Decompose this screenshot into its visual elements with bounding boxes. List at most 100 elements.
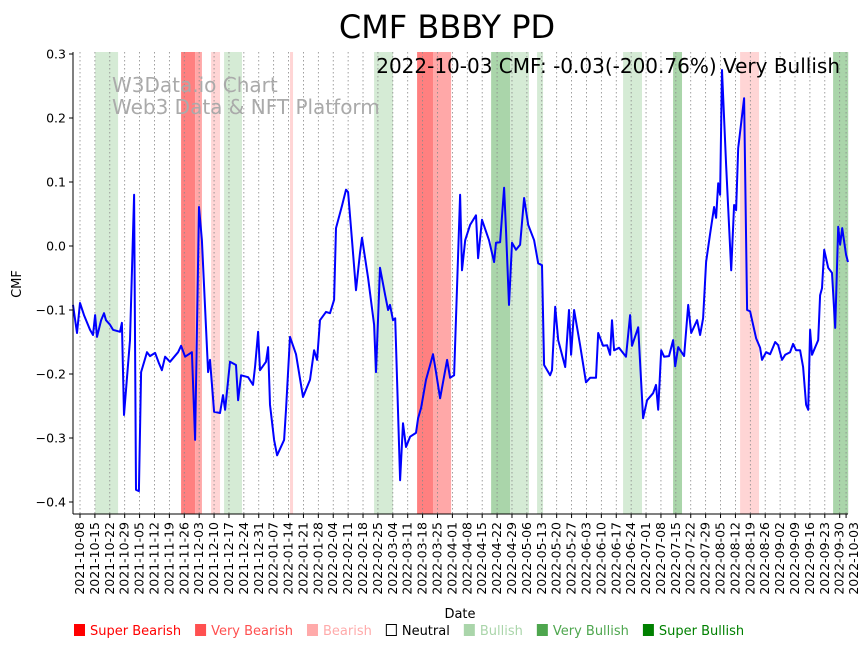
- legend-item-very-bearish: Very Bearish: [195, 624, 293, 639]
- x-tick-label: 2022-07-15: [668, 522, 683, 595]
- x-tick-label: 2022-07-01: [638, 522, 653, 595]
- x-tick-label: 2022-07-22: [683, 522, 698, 595]
- band-bullish: [510, 52, 530, 514]
- x-tick-label: 2022-08-26: [757, 522, 772, 595]
- x-tick-label: 2022-02-04: [325, 522, 340, 595]
- band-bullish: [537, 52, 544, 514]
- y-tick-label: 0.3: [46, 47, 66, 62]
- x-tick-label: 2021-10-15: [87, 522, 102, 595]
- legend-swatch: [536, 624, 548, 636]
- x-tick-label: 2022-04-22: [489, 522, 504, 595]
- x-tick-label: 2021-12-17: [221, 522, 236, 595]
- legend-item-super-bullish: Super Bullish: [642, 624, 744, 639]
- y-tick-label: −0.1: [36, 303, 66, 318]
- legend-item-bullish: Bullish: [463, 624, 523, 639]
- x-tick-label: 2021-12-10: [206, 522, 221, 595]
- x-tick-label: 2021-10-08: [72, 522, 87, 595]
- x-tick-label: 2021-11-12: [146, 522, 161, 595]
- x-tick-label: 2022-06-17: [608, 522, 623, 595]
- legend-swatch: [463, 624, 475, 636]
- x-tick-label: 2022-09-30: [832, 522, 847, 595]
- band-bearish: [740, 52, 760, 514]
- x-tick-label: 2021-11-05: [132, 522, 147, 595]
- x-tick-label: 2022-01-14: [281, 522, 296, 595]
- x-tick-label: 2022-03-18: [415, 522, 430, 595]
- x-tick-label: 2022-01-07: [266, 522, 281, 595]
- x-tick-label: 2022-04-08: [459, 522, 474, 595]
- x-tick-label: 2022-04-29: [504, 522, 519, 595]
- x-tick-label: 2022-04-15: [474, 522, 489, 595]
- x-tick-label: 2022-02-25: [370, 522, 385, 595]
- legend-label: Bullish: [480, 624, 523, 639]
- x-tick-label: 2022-05-27: [564, 522, 579, 595]
- x-tick-label: 2022-06-03: [578, 522, 593, 595]
- x-axis-label: Date: [444, 607, 475, 622]
- band-super-bearish: [417, 52, 434, 514]
- band-bullish: [95, 52, 119, 514]
- x-tick-label: 2022-03-11: [400, 522, 415, 595]
- band-very-bullish: [673, 52, 683, 514]
- x-tick-label: 2022-07-08: [653, 522, 668, 595]
- y-tick-label: 0.1: [46, 175, 66, 190]
- x-tick-label: 2022-05-06: [519, 522, 534, 595]
- x-tick-label: 2022-09-09: [787, 522, 802, 595]
- y-tick-label: −0.2: [36, 367, 66, 382]
- x-tick-label: 2022-10-03: [846, 522, 861, 595]
- legend-item-very-bullish: Very Bullish: [536, 624, 629, 639]
- x-tick-label: 2022-08-19: [742, 522, 757, 595]
- legend-label: Bearish: [323, 624, 372, 639]
- legend: Super Bearish Very Bearish Bearish Neutral B…: [74, 624, 744, 639]
- y-axis-label: CMF: [10, 270, 25, 298]
- legend-swatch: [306, 624, 318, 636]
- band-very-bullish: [833, 52, 849, 514]
- x-tick-label: 2022-05-13: [534, 522, 549, 595]
- legend-swatch: [385, 624, 397, 636]
- band-very-bearish: [433, 52, 452, 514]
- y-tick-label: 0.2: [46, 111, 66, 126]
- legend-label: Super Bearish: [90, 624, 181, 639]
- x-tick-label: 2021-12-03: [191, 522, 206, 595]
- x-tick-label: 2022-01-28: [310, 522, 325, 595]
- x-tick-label: 2022-08-05: [713, 522, 728, 595]
- band-bullish: [623, 52, 643, 514]
- x-tick-label: 2021-12-24: [236, 522, 251, 595]
- x-tick-label: 2022-09-23: [817, 522, 832, 595]
- legend-item-super-bearish: Super Bearish: [74, 624, 181, 639]
- x-tick-label: 2022-07-29: [698, 522, 713, 595]
- legend-item-bearish: Bearish: [306, 624, 372, 639]
- legend-swatch: [642, 624, 654, 636]
- x-tick-label: 2022-03-25: [430, 522, 445, 595]
- chart-title: CMF BBBY PD: [339, 8, 555, 46]
- x-tick-label: 2022-06-24: [623, 522, 638, 595]
- band-super-bearish: [181, 52, 196, 514]
- watermark-line-1: W3Data.io Chart: [112, 73, 278, 97]
- x-tick-label: 2021-10-29: [117, 522, 132, 595]
- legend-label: Very Bearish: [211, 624, 293, 639]
- x-tick-label: 2021-11-26: [176, 522, 191, 595]
- x-tick-label: 2022-02-11: [340, 522, 355, 595]
- x-tick-label: 2022-08-12: [727, 522, 742, 595]
- x-tick-label: 2021-11-19: [161, 522, 176, 595]
- x-tick-label: 2021-10-22: [102, 522, 117, 595]
- x-tick-label: 2022-09-02: [772, 522, 787, 595]
- legend-label: Very Bullish: [553, 624, 629, 639]
- band-bearish: [290, 52, 294, 514]
- watermark-line-2: Web3 Data & NFT Platform: [112, 95, 380, 119]
- x-tick-label: 2021-12-31: [251, 522, 266, 595]
- x-tick-label: 2022-06-10: [593, 522, 608, 595]
- legend-label: Neutral: [402, 624, 450, 639]
- chart-annotation: 2022-10-03 CMF: -0.03(-200.76%) Very Bul…: [376, 54, 840, 78]
- x-tick-label: 2022-04-01: [444, 522, 459, 595]
- band-bullish: [224, 52, 242, 514]
- cmf-series-line: [72, 69, 849, 493]
- x-tick-label: 2022-05-20: [549, 522, 564, 595]
- x-tick-label: 2022-03-04: [385, 522, 400, 595]
- y-tick-label: −0.4: [36, 495, 66, 510]
- x-tick-label: 2022-01-21: [295, 522, 310, 595]
- legend-swatch: [74, 624, 85, 636]
- y-tick-label: 0.0: [46, 239, 66, 254]
- x-tick-label: 2022-02-18: [355, 522, 370, 595]
- x-tick-label: 2022-09-16: [802, 522, 817, 595]
